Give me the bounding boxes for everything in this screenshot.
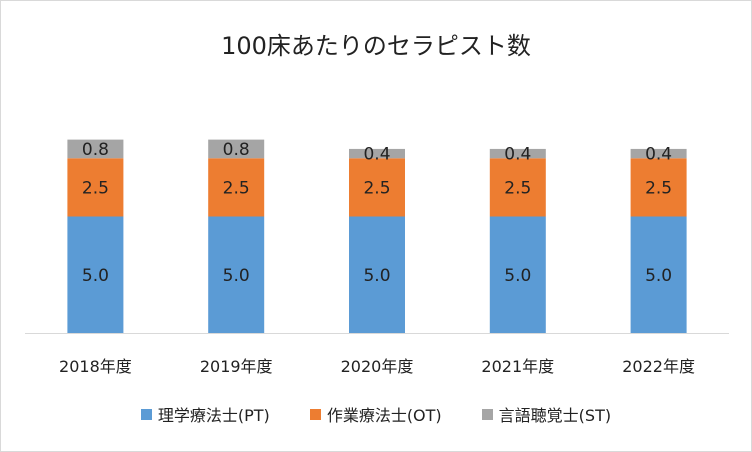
legend-item-st: 言語聴覚士(ST)	[481, 402, 612, 426]
x-tick-label-4: 2022年度	[622, 357, 695, 376]
bar-pt-1	[208, 216, 265, 333]
data-label-ot-0: 2.5	[82, 178, 109, 198]
data-label-pt-0: 5.0	[82, 266, 109, 286]
legend-swatch-pt	[140, 408, 152, 420]
data-label-ot-2: 2.5	[363, 178, 390, 198]
data-label-pt-1: 5.0	[223, 266, 250, 286]
bar-st-1	[208, 139, 265, 159]
bar-st-2	[349, 148, 405, 159]
bar-ot-4	[630, 158, 687, 217]
data-label-pt-4: 5.0	[645, 266, 672, 286]
bar-ot-3	[489, 158, 546, 217]
bar-ot-2	[349, 158, 405, 217]
legend-swatch-ot	[309, 408, 321, 420]
data-label-st-1: 0.8	[223, 140, 250, 160]
bar-ot-1	[208, 158, 265, 217]
legend-label-pt: 理学療法士(PT)	[157, 406, 270, 425]
bar-ot-0	[67, 158, 124, 217]
data-label-pt-3: 5.0	[504, 266, 531, 286]
x-tick-label-0: 2018年度	[59, 357, 132, 376]
data-label-st-3: 0.4	[504, 145, 531, 165]
data-label-st-0: 0.8	[82, 140, 109, 160]
data-label-st-2: 0.4	[363, 145, 390, 165]
x-tick-label-3: 2021年度	[481, 357, 554, 376]
legend-item-ot: 作業療法士(OT)	[309, 402, 442, 426]
chart-title: 100床あたりのセラピスト数	[221, 32, 531, 60]
bar-pt-4	[630, 216, 687, 333]
data-label-ot-4: 2.5	[645, 178, 672, 198]
bar-pt-3	[489, 216, 546, 333]
data-label-ot-3: 2.5	[504, 178, 531, 198]
legend-item-pt: 理学療法士(PT)	[140, 402, 270, 426]
bar-pt-2	[349, 216, 405, 333]
legend-label-ot: 作業療法士(OT)	[326, 406, 442, 425]
bar-st-4	[630, 148, 687, 159]
bar-st-0	[67, 139, 124, 159]
bar-st-3	[489, 148, 546, 159]
x-tick-label-2: 2020年度	[341, 357, 414, 376]
bar-pt-0	[67, 216, 124, 333]
x-tick-label-1: 2019年度	[200, 357, 273, 376]
data-label-pt-2: 5.0	[363, 266, 390, 286]
data-label-st-4: 0.4	[645, 145, 672, 165]
legend-swatch-st	[481, 408, 493, 420]
legend: 理学療法士(PT) 作業療法士(OT) 言語聴覚士(ST)	[0, 402, 752, 426]
legend-label-st: 言語聴覚士(ST)	[498, 406, 612, 425]
data-label-ot-1: 2.5	[223, 178, 250, 198]
